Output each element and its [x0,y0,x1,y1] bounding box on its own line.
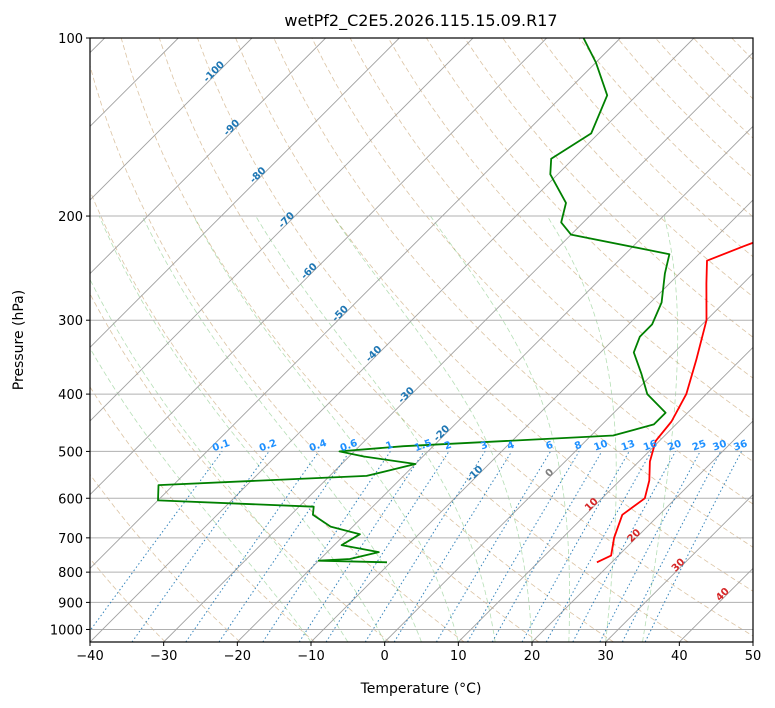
mixing-ratio-label: 2 [443,440,453,453]
dry-adiabat [90,64,540,642]
mixing-ratio-line [325,451,450,642]
isotherm [90,38,695,642]
mixing-ratio-label: 4 [506,440,516,453]
mixing-ratio-label: 20 [666,438,683,453]
chart-title: wetPf2_C2E5.2026.115.15.09.R17 [284,11,557,31]
isotherms [90,38,753,642]
mixing-ratio-line [621,451,722,642]
x-tick-label: 40 [671,649,688,664]
mixing-ratio-label: 6 [545,440,555,453]
mixing-ratio-line [572,451,676,642]
moist-adiabat [546,215,617,642]
mixing-ratio-line [131,451,270,642]
moist-adiabat [642,215,679,642]
dry-adiabat [158,38,689,642]
mixing-ratio-line [218,451,351,642]
x-tick-label: −30 [150,649,177,664]
y-tick-label: 200 [58,210,83,225]
mixing-ratio-label: 8 [573,440,583,453]
mixing-ratio-line [262,451,391,642]
isotherm [90,38,474,422]
y-tick-label: 600 [58,492,83,507]
isotherm [163,52,753,642]
isotherm [90,38,547,496]
moist-adiabat [193,215,459,642]
y-tick-label: 800 [58,566,83,581]
isotherm [90,38,400,348]
x-tick-label: 10 [450,649,467,664]
mixing-ratio-label: 3 [479,440,489,453]
mixing-ratio-label: 13 [620,439,637,454]
dry-adiabats [90,38,753,642]
dry-adiabat [197,38,753,637]
y-axis-label: Pressure (hPa) [11,290,27,390]
x-tick-label: −10 [297,649,324,664]
mixing-ratio-line [521,451,630,642]
y-tick-label: 1000 [50,623,83,638]
isotherm [310,199,753,642]
x-tick-label: 30 [597,649,614,664]
isotherm [531,420,753,642]
dewpoint-profile [157,38,671,564]
mixing-ratio-label: 25 [691,438,708,453]
isotherm [90,38,621,569]
dry-adiabat [120,38,614,642]
y-tick-label: 400 [58,388,83,403]
isotherm [237,125,753,642]
x-tick-label: −20 [224,649,251,664]
mixing-ratio-line [90,451,223,632]
dry-adiabat [90,293,390,642]
isotherm [384,273,753,642]
dry-adiabat [90,189,465,642]
dry-adiabat [90,386,315,642]
line-labels: 0.1 0.2 0.4 0.6 1 1.5 2 3 4 6 8 10 13 16 20 25 30 36-100-… [202,59,750,603]
moist-adiabat [255,215,496,642]
dry-adiabat [273,38,753,548]
isotherm [90,38,253,201]
y-tick-label: 500 [58,445,83,460]
y-tick-label: 700 [58,532,83,547]
mixing-ratio-line [545,451,652,642]
moist-adiabat [90,347,312,642]
sounding-profiles [157,38,753,564]
temperature-profile [596,241,753,564]
mixing-ratio-line [393,451,513,642]
y-tick-label: 100 [58,32,83,47]
pressure-gridlines [90,38,753,630]
dry-adiabat [90,473,241,642]
y-tick-label: 900 [58,596,83,611]
dry-adiabat [349,38,753,462]
x-tick-label: 0 [381,649,389,664]
mixing-ratio-label: 30 [711,438,728,453]
isotherm [90,38,326,275]
isotherm [458,346,753,642]
x-tick-label: 50 [745,649,762,664]
mixing-ratio-label: 36 [732,439,749,454]
plot-frame [89,37,754,643]
moist-adiabat [98,215,386,642]
x-axis: −40 −30 −20 −10 0 10 20 30 40 50 [76,642,761,664]
mixing-ratio-label: 1 [384,440,394,453]
dry-adiabat [426,38,753,379]
mixing-ratio-label: 10 [593,438,610,453]
y-tick-label: 300 [58,314,83,329]
x-tick-label: 20 [524,649,541,664]
mixing-ratio-lines [90,451,742,642]
dry-adiabat [235,38,753,592]
x-axis-label: Temperature (°C) [360,681,482,697]
x-tick-label: −40 [76,649,103,664]
dry-adiabat [90,558,166,642]
y-axis: 100 200 300 400 500 600 700 800 900 1000 [50,32,90,638]
isotherm [605,494,753,642]
mixing-ratio-line [298,451,425,642]
dry-adiabat [502,38,753,298]
mixing-ratio-line [644,451,742,642]
moist-adiabat [141,215,422,642]
mixing-ratio-label: 16 [642,439,659,454]
mixing-ratio-line [185,451,320,642]
